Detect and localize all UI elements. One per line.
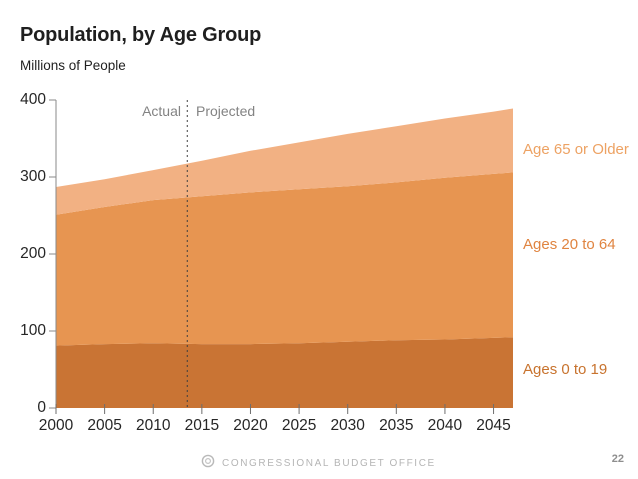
- x-tick-label: 2025: [281, 417, 317, 434]
- area-ages-20-to-64: [56, 172, 513, 346]
- x-tick-label: 2035: [379, 417, 414, 434]
- page-title: Population, by Age Group: [20, 24, 262, 46]
- x-tick-label: 2015: [184, 417, 220, 434]
- chart-units-label: Millions of People: [20, 58, 126, 73]
- legend-ages-0-to-19: Ages 0 to 19: [523, 361, 608, 378]
- legend-age-65-or-older: Age 65 or Older: [523, 141, 629, 158]
- annotation-actual: Actual: [142, 103, 181, 119]
- annotation-projected: Projected: [196, 103, 256, 119]
- x-tick-label: 2040: [427, 417, 463, 434]
- legend-ages-20-to-64: Ages 20 to 64: [523, 236, 616, 253]
- footer-org-name: CONGRESSIONAL BUDGET OFFICE: [222, 458, 436, 469]
- x-tick-label: 2020: [233, 417, 268, 434]
- x-tick-label: 2005: [87, 417, 122, 434]
- y-tick-label: 0: [37, 399, 46, 416]
- x-tick-label: 2045: [476, 417, 511, 434]
- area-ages-0-to-19: [56, 337, 513, 408]
- y-tick-label: 100: [20, 322, 46, 339]
- area-age-65-or-older: [56, 108, 513, 215]
- page-number: 22: [611, 453, 624, 465]
- x-tick-label: 2000: [38, 417, 74, 434]
- y-tick-label: 400: [20, 91, 46, 108]
- y-tick-label: 300: [20, 168, 46, 185]
- y-tick-label: 200: [20, 245, 46, 262]
- cbo-seal-icon: [201, 454, 215, 468]
- x-tick-label: 2010: [135, 417, 171, 434]
- x-tick-label: 2030: [330, 417, 365, 434]
